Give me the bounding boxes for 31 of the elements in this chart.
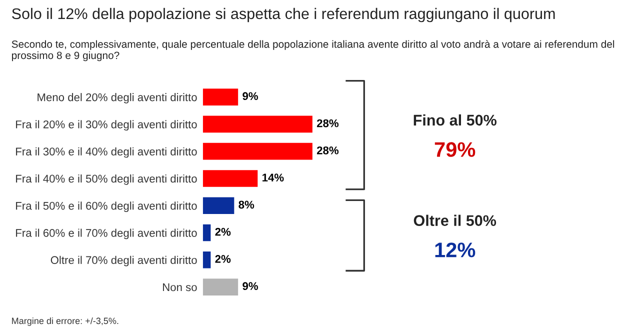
data-label: 2% — [215, 255, 231, 263]
bar — [202, 197, 234, 214]
data-label: 9% — [242, 282, 258, 290]
y-tick-label: Oltre il 70% degli aventi diritto — [50, 256, 197, 266]
bar — [202, 224, 211, 242]
y-tick-label: Fra il 40% e il 50% degli aventi diritto — [16, 174, 197, 185]
y-tick-label: Fra il 60% e il 70% degli aventi diritto — [16, 228, 197, 240]
y-tick-label: Fra il 30% e il 40% degli aventi diritto — [16, 147, 197, 158]
data-label: 8% — [238, 200, 254, 209]
text: Fino al 50% — [414, 114, 496, 126]
bar — [202, 251, 211, 268]
bar — [202, 88, 238, 106]
y-tick-label: Fra il 50% e il 60% degli aventi diritto — [16, 202, 197, 212]
y-tick-label: Meno del 20% degli aventi diritto — [38, 93, 197, 104]
data-label: 14% — [262, 174, 284, 182]
text: 12% — [435, 242, 476, 258]
y-tick-label: Fra il 20% e il 30% degli aventi diritto — [16, 120, 197, 131]
y-tick-label: Non so — [163, 283, 197, 292]
bar — [202, 142, 312, 160]
bar — [202, 278, 238, 296]
data-label: 28% — [316, 146, 339, 154]
text: Margine di errore: +/-3,5%. — [12, 317, 118, 326]
data-label: 28% — [316, 119, 339, 128]
text: Oltre il 50% — [414, 214, 496, 226]
data-label: 2% — [215, 228, 231, 236]
bar — [202, 170, 258, 187]
data-label: 9% — [242, 92, 258, 100]
chart-subtitle: Secondo te, complessivamente, quale percentuale della popolazione italiana avente diritto al voto andrà a votare ai referendum del prossimo 8 e 9 giugno? — [12, 40, 614, 62]
chart-title: Solo il 12% della popolazione si aspetta che i referendum raggiungano il quorum — [12, 8, 555, 22]
text: 79% — [434, 142, 476, 157]
bar — [202, 116, 312, 133]
